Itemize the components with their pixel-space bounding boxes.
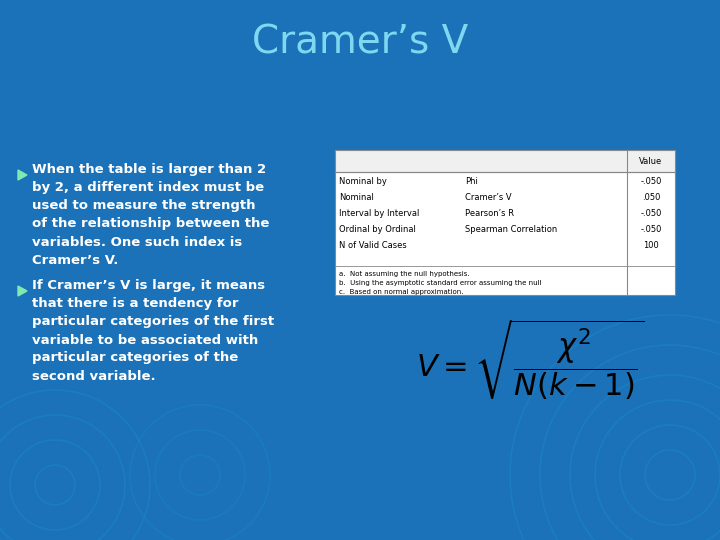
Text: 100: 100: [643, 240, 659, 249]
Bar: [335, 150, 675, 295]
Text: used to measure the strength: used to measure the strength: [32, 199, 256, 213]
Text: If Cramer’s V is large, it means: If Cramer’s V is large, it means: [32, 280, 265, 293]
Text: -.050: -.050: [640, 177, 662, 186]
Bar: [335, 150, 675, 172]
Text: Phi: Phi: [465, 177, 478, 186]
Text: Pearson’s R: Pearson’s R: [465, 208, 514, 218]
Polygon shape: [18, 286, 27, 296]
Text: Spearman Correlation: Spearman Correlation: [465, 225, 557, 233]
Polygon shape: [18, 170, 27, 180]
Text: Ordinal by Ordinal: Ordinal by Ordinal: [339, 225, 416, 233]
Text: Interval by Interval: Interval by Interval: [339, 208, 419, 218]
Text: by 2, a different index must be: by 2, a different index must be: [32, 181, 264, 194]
Text: -.050: -.050: [640, 225, 662, 233]
Text: of the relationship between the: of the relationship between the: [32, 218, 269, 231]
Text: Cramer’s V: Cramer’s V: [465, 192, 512, 201]
Text: particular categories of the: particular categories of the: [32, 352, 238, 365]
Text: variable to be associated with: variable to be associated with: [32, 334, 258, 347]
Text: c.  Based on normal approximation.: c. Based on normal approximation.: [339, 289, 464, 295]
Text: variables. One such index is: variables. One such index is: [32, 235, 242, 248]
Text: Value: Value: [639, 157, 662, 165]
Text: .050: .050: [642, 192, 660, 201]
Text: Nominal: Nominal: [339, 192, 374, 201]
Text: particular categories of the first: particular categories of the first: [32, 315, 274, 328]
Text: a.  Not assuming the null hypothesis.: a. Not assuming the null hypothesis.: [339, 271, 469, 277]
Text: $V = \sqrt{\dfrac{\chi^2}{N(k-1)}}$: $V = \sqrt{\dfrac{\chi^2}{N(k-1)}}$: [415, 318, 644, 402]
Text: that there is a tendency for: that there is a tendency for: [32, 298, 238, 310]
Text: When the table is larger than 2: When the table is larger than 2: [32, 164, 266, 177]
Text: -.050: -.050: [640, 208, 662, 218]
Text: Cramer’s V.: Cramer’s V.: [32, 253, 118, 267]
Text: second variable.: second variable.: [32, 369, 156, 382]
Text: N of Valid Cases: N of Valid Cases: [339, 240, 407, 249]
Text: Cramer’s V: Cramer’s V: [252, 23, 468, 61]
Text: b.  Using the asymptotic standard error assuming the null: b. Using the asymptotic standard error a…: [339, 280, 541, 286]
Text: Nominal by: Nominal by: [339, 177, 387, 186]
